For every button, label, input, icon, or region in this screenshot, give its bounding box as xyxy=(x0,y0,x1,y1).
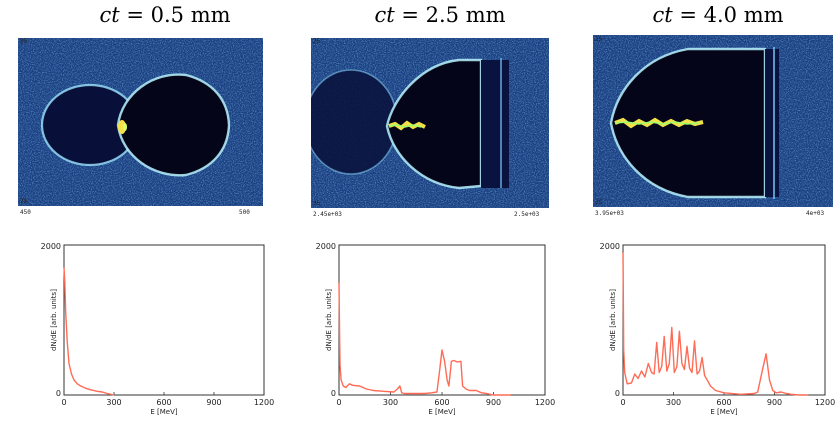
spectrum-1-frame xyxy=(63,244,265,396)
density-snapshot-3 xyxy=(593,35,833,207)
spectrum-1-series-line xyxy=(63,267,115,396)
spectrum-2-series-line xyxy=(338,282,511,396)
spectrum-2-xtick-label-2: 600 xyxy=(434,398,449,407)
spectrum-3-xlabel: E [MeV] xyxy=(710,408,738,416)
snapshot-3-x-min: 3.95e+03 xyxy=(595,210,624,217)
spectrum-1-xtick-label-2: 600 xyxy=(156,398,171,407)
title-3-math: ct xyxy=(652,3,673,27)
spectrum-3-xtick-label-3: 900 xyxy=(767,398,782,407)
snapshot-2-corner-top: 25 xyxy=(313,38,321,45)
spectrum-1-y-top-label: 2000 xyxy=(41,242,61,251)
spectrum-1-y-zero-label: 0 xyxy=(56,389,61,398)
snapshot-3-corner-bottom: 25 xyxy=(595,199,603,206)
panel-3-title: ct = 4.0 mm xyxy=(603,0,833,30)
spectrum-1-ylabel: dN/dE [arb. units] xyxy=(50,289,58,351)
title-2-math: ct xyxy=(374,3,395,27)
snapshot-3-corner-top: 25 xyxy=(595,36,603,43)
spectrum-1-xtick-label-3: 900 xyxy=(206,398,221,407)
spectrum-1-xtick-label-4: 1200 xyxy=(254,398,274,407)
spectrum-2-y-top-label: 2000 xyxy=(316,242,336,251)
snapshot-1-corner-bottom: 25 xyxy=(20,198,28,205)
spectrum-2-xlabel: E [MeV] xyxy=(428,408,456,416)
title-2-value: = 2.5 mm xyxy=(394,3,506,27)
density-snapshot-1 xyxy=(18,38,263,206)
spectrum-3-series-line xyxy=(622,252,809,396)
spectrum-2-frame xyxy=(338,244,546,396)
title-1-math: ct xyxy=(99,3,120,27)
spectrum-3-xtick-label-0: 0 xyxy=(620,398,625,407)
panel-1-title: ct = 0.5 mm xyxy=(50,0,280,30)
snapshot-3-x-max: 4e+03 xyxy=(806,210,825,217)
spectrum-1-xtick-label-0: 0 xyxy=(61,398,66,407)
spectrum-3-y-top-label: 2000 xyxy=(600,242,620,251)
spectrum-3-ylabel: dN/dE [arb. units] xyxy=(609,289,617,351)
spectrum-2-xtick-label-4: 1200 xyxy=(535,398,555,407)
spectrum-2-xtick-label-0: 0 xyxy=(336,398,341,407)
snapshot-2-x-max: 2.5e+03 xyxy=(514,211,540,218)
spectrum-2-ylabel: dN/dE [arb. units] xyxy=(325,289,333,351)
snapshot-2-x-min: 2.45e+03 xyxy=(313,211,342,218)
snapshot-2-corner-bottom: 25 xyxy=(313,200,321,207)
spectrum-3-frame xyxy=(622,244,826,396)
panel-2-title: ct = 2.5 mm xyxy=(325,0,555,30)
spectrum-2-xtick-label-1: 300 xyxy=(383,398,398,407)
title-1-value: = 0.5 mm xyxy=(119,3,231,27)
spectrum-3-y-zero-label: 0 xyxy=(615,389,620,398)
title-3-value: = 4.0 mm xyxy=(672,3,784,27)
spectrum-2-xtick-label-3: 900 xyxy=(486,398,501,407)
snapshot-1-corner-top: 25 xyxy=(20,38,28,45)
density-snapshot-2 xyxy=(311,38,549,208)
spectrum-3-xtick-label-2: 600 xyxy=(716,398,731,407)
spectrum-2-y-zero-label: 0 xyxy=(331,389,336,398)
spectrum-1-xlabel: E [MeV] xyxy=(150,408,178,416)
spectrum-3-xtick-label-1: 300 xyxy=(666,398,681,407)
snapshot-1-x-max: 500 xyxy=(239,209,250,216)
spectrum-3-xtick-label-4: 1200 xyxy=(815,398,835,407)
spectrum-1-xtick-label-1: 300 xyxy=(106,398,121,407)
snapshot-1-x-min: 450 xyxy=(20,209,31,216)
